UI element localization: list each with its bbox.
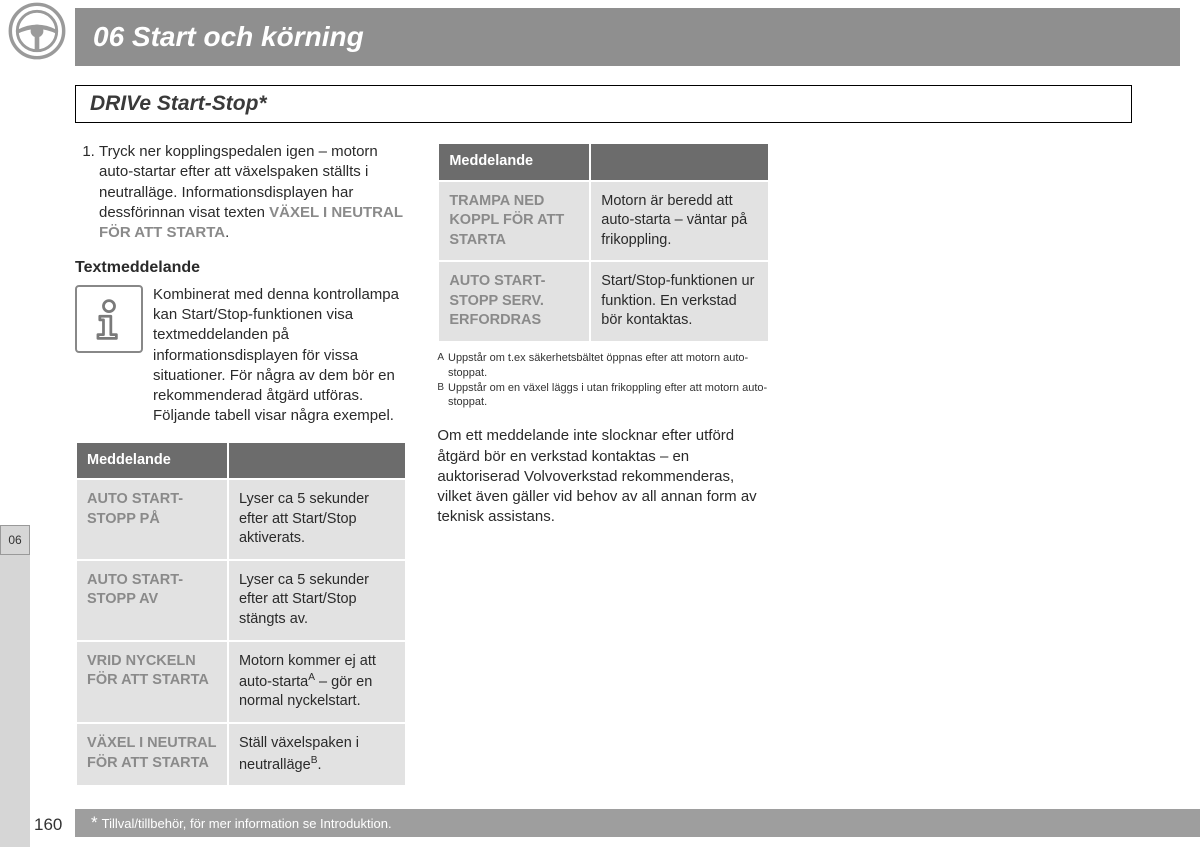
chapter-title: 06 Start och körning <box>93 21 364 53</box>
paragraph: Om ett meddelande inte slocknar efter ut… <box>437 426 769 527</box>
table-row: AUTO START-STOPP PÅ Lyser ca 5 sekunder … <box>76 479 406 560</box>
footer-text: Tillval/tillbehör, för mer information s… <box>102 816 392 831</box>
page-number: 160 <box>34 815 62 835</box>
table-row: VRID NYCKELN FÖR ATT STARTA Motorn komme… <box>76 641 406 724</box>
empty-column <box>800 142 1132 777</box>
section-box: DRIVe Start-Stop* <box>75 85 1132 123</box>
table-header-label: Meddelande <box>76 442 228 480</box>
asterisk-icon: * <box>91 813 98 833</box>
right-column: Meddelande TRAMPA NED KOPPL FÖR ATT STAR… <box>437 142 769 777</box>
side-tab: 06 <box>0 525 30 555</box>
table-header-empty <box>590 143 768 181</box>
message-table-left: Meddelande AUTO START-STOPP PÅ Lyser ca … <box>75 441 407 787</box>
info-block: Kombinerat med denna kontrollampa kan St… <box>75 285 407 427</box>
instruction-item: Tryck ner kopplingspedalen igen – motorn… <box>99 142 407 243</box>
table-header-empty <box>228 442 406 480</box>
content-area: Tryck ner kopplingspedalen igen – motorn… <box>75 142 1132 777</box>
left-column: Tryck ner kopplingspedalen igen – motorn… <box>75 142 407 777</box>
table-header-label: Meddelande <box>438 143 590 181</box>
table-row: AUTO START-STOPP SERV. ERFORDRAS Start/S… <box>438 261 768 342</box>
footnote: B Uppstår om en växel läggs i utan friko… <box>437 381 769 411</box>
steering-wheel-icon <box>8 2 66 60</box>
table-row: VÄXEL I NEUTRAL FÖR ATT STARTA Ställ väx… <box>76 723 406 786</box>
section-title: DRIVe Start-Stop* <box>90 92 1117 116</box>
subsection-title: Textmeddelande <box>75 257 407 279</box>
footer: * Tillval/tillbehör, för mer information… <box>75 809 1200 837</box>
table-row: AUTO START-STOPP AV Lyser ca 5 sekunder … <box>76 560 406 641</box>
message-table-right: Meddelande TRAMPA NED KOPPL FÖR ATT STAR… <box>437 142 769 343</box>
info-icon <box>75 285 143 353</box>
info-text: Kombinerat med denna kontrollampa kan St… <box>153 285 407 427</box>
chapter-header: 06 Start och körning <box>75 8 1180 66</box>
table-row: TRAMPA NED KOPPL FÖR ATT STARTA Motorn ä… <box>438 181 768 262</box>
footnote: A Uppstår om t.ex säkerhetsbältet öppnas… <box>437 351 769 381</box>
side-column <box>0 555 30 847</box>
footnotes: A Uppstår om t.ex säkerhetsbältet öppnas… <box>437 351 769 410</box>
